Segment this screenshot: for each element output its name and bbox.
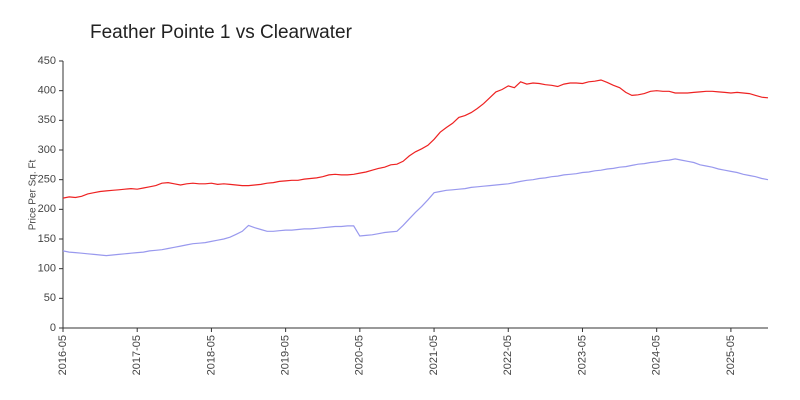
series-line <box>62 79 769 199</box>
y-tick-label: 450 <box>38 55 56 67</box>
y-tick-label: 200 <box>38 203 56 215</box>
y-tick-label: 400 <box>38 85 56 97</box>
y-tick-label: 350 <box>38 114 56 126</box>
x-tick-label: 2024-05 <box>651 335 663 375</box>
y-tick-label: 50 <box>44 292 56 304</box>
x-tick-label: 2022-05 <box>502 335 514 375</box>
x-tick-label: 2021-05 <box>428 335 440 375</box>
y-tick-label: 250 <box>38 174 56 186</box>
y-tick-label: 300 <box>38 144 56 156</box>
y-tick-label: 150 <box>38 233 56 245</box>
series-line <box>62 158 769 257</box>
y-tick-label: 100 <box>38 263 56 275</box>
x-tick-label: 2023-05 <box>576 335 588 375</box>
x-tick-label: 2017-05 <box>131 335 143 375</box>
y-tick-label: 0 <box>50 322 56 334</box>
chart-title: Feather Pointe 1 vs Clearwater <box>90 22 353 43</box>
x-tick-label: 2016-05 <box>57 335 69 375</box>
x-tick-label: 2019-05 <box>280 335 292 375</box>
x-tick-label: 2025-05 <box>725 335 737 375</box>
y-axis-label: Price Per Sq. Ft <box>28 159 39 230</box>
x-tick-label: 2018-05 <box>205 335 217 375</box>
x-tick-label: 2020-05 <box>354 335 366 375</box>
